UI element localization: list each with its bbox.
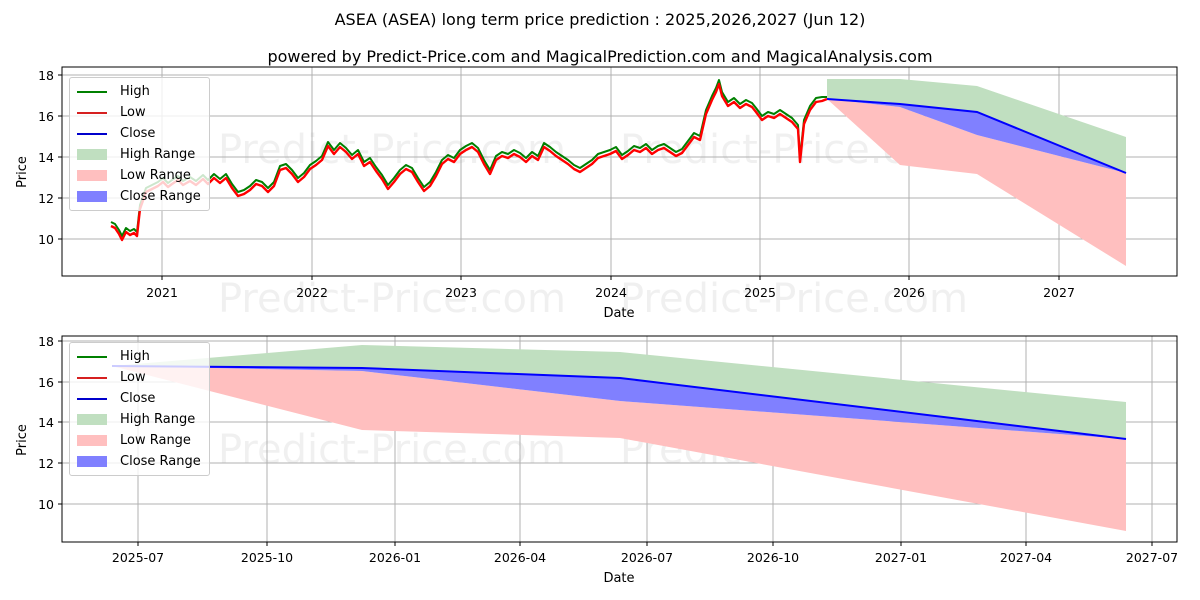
y-tick-label: 14 <box>38 415 54 430</box>
top-low-line <box>110 82 828 242</box>
top-y-ticks <box>58 74 62 240</box>
legend-item-close-range: Close Range <box>77 186 201 207</box>
top-close-range <box>827 99 1126 173</box>
legend-label: High Range <box>120 412 196 427</box>
x-tick-label: 2021 <box>146 285 178 300</box>
legend-label: Low Range <box>120 168 191 183</box>
legend-swatch-close <box>77 397 107 400</box>
y-tick-label: 12 <box>38 456 54 471</box>
y-tick-label: 16 <box>38 375 54 390</box>
bottom-y-axis-label: Price <box>15 424 30 456</box>
legend-item-low-range: Low Range <box>77 165 201 186</box>
bottom-axes-frame <box>61 335 1178 543</box>
legend-swatch-low <box>77 111 107 114</box>
x-tick-label: 2027-01 <box>875 550 927 565</box>
x-tick-label: 2026-01 <box>369 550 421 565</box>
y-tick-label: 10 <box>38 232 54 247</box>
legend-label: High <box>120 349 150 364</box>
legend-label: Low <box>120 105 146 120</box>
legend-label: Close <box>120 391 156 406</box>
bottom-low-range <box>112 366 1126 531</box>
top-high-line <box>110 79 827 237</box>
legend-swatch-high-range <box>77 414 107 425</box>
x-tick-label: 2027 <box>1043 285 1075 300</box>
legend-item-high-range: High Range <box>77 144 201 165</box>
legend-label: Close <box>120 126 156 141</box>
legend-label: High <box>120 84 150 99</box>
chart-subtitle: powered by Predict-Price.com and Magical… <box>267 47 933 66</box>
watermark: Predict-Price.com <box>218 276 566 322</box>
x-tick-label: 2025-10 <box>241 550 293 565</box>
x-tick-label: 2026 <box>893 285 925 300</box>
legend-label: High Range <box>120 147 196 162</box>
watermark: Predict-Price.com <box>218 127 566 173</box>
legend-label: Low Range <box>120 433 191 448</box>
legend-item-close-range: Close Range <box>77 451 201 472</box>
x-tick-label: 2023 <box>445 285 477 300</box>
legend-swatch-low-range <box>77 170 107 181</box>
bottom-chart: Predict-Price.com Predict-Price.com <box>15 334 1178 586</box>
y-tick-label: 12 <box>38 191 54 206</box>
legend-swatch-low-range <box>77 435 107 446</box>
legend-swatch-close-range <box>77 191 107 202</box>
legend-label: Low <box>120 370 146 385</box>
top-low-range <box>827 99 1126 266</box>
y-tick-label: 14 <box>38 150 54 165</box>
legend-swatch-high <box>77 355 107 358</box>
top-x-ticks <box>161 276 1060 280</box>
watermark: Predict-Price.com <box>218 427 566 473</box>
x-tick-label: 2026-04 <box>494 550 546 565</box>
x-tick-label: 2027-07 <box>1126 550 1178 565</box>
x-tick-label: 2027-04 <box>1000 550 1052 565</box>
legend-item-high: High <box>77 346 201 367</box>
watermark: Predict-Price.com <box>620 276 968 322</box>
legend-label: Close Range <box>120 189 201 204</box>
y-tick-label: 10 <box>38 497 54 512</box>
bottom-close-range <box>112 366 1126 439</box>
legend-item-close: Close <box>77 123 201 144</box>
bottom-x-ticks <box>137 542 1153 546</box>
legend-swatch-high <box>77 90 107 93</box>
bottom-y-ticks <box>58 340 62 505</box>
top-close-line <box>826 98 1127 174</box>
y-tick-label: 16 <box>38 109 54 124</box>
legend-swatch-high-range <box>77 149 107 160</box>
x-tick-label: 2025 <box>744 285 776 300</box>
x-tick-label: 2022 <box>296 285 328 300</box>
bottom-legend: High Low Close High Range Low Range Clos… <box>69 342 210 476</box>
legend-swatch-low <box>77 376 107 379</box>
legend-item-high: High <box>77 81 201 102</box>
legend-item-high-range: High Range <box>77 409 201 430</box>
bottom-close-line <box>111 365 1127 440</box>
legend-swatch-close <box>77 132 107 135</box>
legend-item-low: Low <box>77 367 201 388</box>
x-tick-label: 2026-10 <box>747 550 799 565</box>
top-y-axis-label: Price <box>15 156 30 188</box>
top-axes-frame <box>61 66 1178 277</box>
legend-swatch-close-range <box>77 456 107 467</box>
top-x-axis-label: Date <box>603 306 634 321</box>
y-tick-label: 18 <box>38 68 54 83</box>
legend-label: Close Range <box>120 454 201 469</box>
top-legend: High Low Close High Range Low Range Clos… <box>69 77 210 211</box>
y-tick-label: 18 <box>38 334 54 349</box>
chart-title: ASEA (ASEA) long term price prediction :… <box>334 10 866 29</box>
top-high-range <box>827 79 1126 173</box>
top-chart: Predict-Price.com Predict-Price.com Pred… <box>15 66 1178 322</box>
bottom-high-range <box>112 345 1126 439</box>
x-tick-label: 2024 <box>595 285 627 300</box>
legend-item-low-range: Low Range <box>77 430 201 451</box>
bottom-x-axis-label: Date <box>603 571 634 586</box>
legend-item-low: Low <box>77 102 201 123</box>
x-tick-label: 2025-07 <box>112 550 164 565</box>
legend-item-close: Close <box>77 388 201 409</box>
x-tick-label: 2026-07 <box>621 550 673 565</box>
